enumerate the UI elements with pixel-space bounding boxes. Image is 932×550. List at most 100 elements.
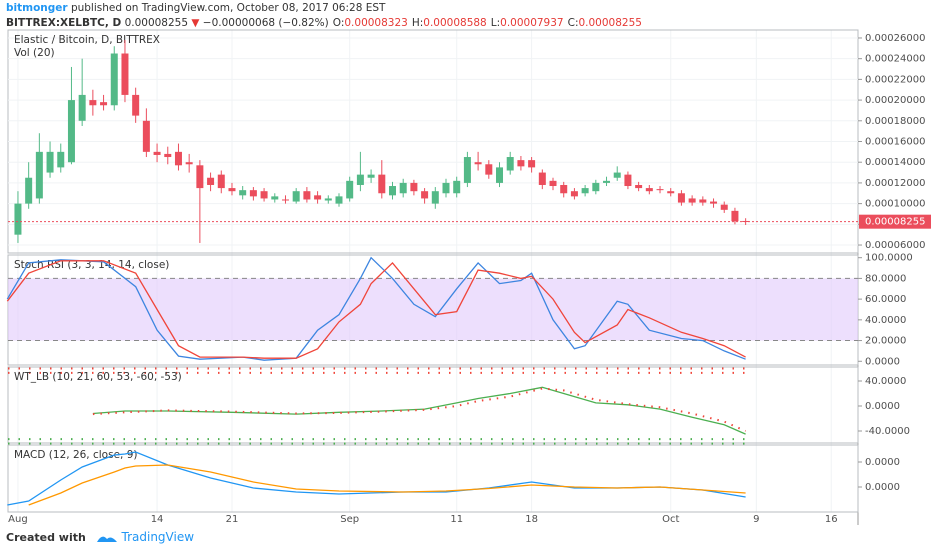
candle-body [185,162,193,165]
y-tick-label: 0.00012000 [865,178,925,189]
candle-body [538,172,546,185]
candle-body [14,203,22,235]
candle-body [453,180,461,194]
y-tick-label: 40.0000 [865,315,906,326]
candle-body [474,162,482,165]
y-tick-label: 0.00018000 [865,116,925,127]
y-tick-label: 0.00006000 [865,240,925,251]
y-tick-label: 60.0000 [865,294,906,305]
x-tick-label: 14 [151,514,164,525]
y-tick-label: 0.00016000 [865,137,925,148]
x-tick-label: 18 [525,514,538,525]
candle-body [239,190,247,196]
candle-body [356,174,364,185]
panel-subtitle: Vol (20) [14,47,55,59]
candle-body [410,182,418,192]
candle-body [132,94,140,116]
candle-body [496,167,504,183]
brand[interactable]: TradingView [121,530,195,544]
candle-body [581,188,589,194]
logo [96,536,117,542]
candle-body [335,196,343,204]
candle-body [35,151,43,199]
publish-line: bitmonger published on TradingView.com, … [6,2,385,14]
ohlc-value: 0.00008323 [344,17,408,29]
candle-body [271,196,279,200]
candle-body [249,190,257,197]
published: published on TradingView.com, October 08… [70,2,386,14]
candle-body [720,204,728,210]
panel-title: WT_LB (10, 21, 60, 53, -60, -53) [14,371,182,383]
ohlc-value: 0.00008255 [578,17,642,29]
created-with: Created with [6,531,86,544]
y-tick-label: 0.00026000 [865,33,925,44]
candle-body [346,180,354,199]
candle-body [78,94,86,121]
author[interactable]: bitmonger [6,2,68,14]
candle-body [570,191,578,197]
last-price-label: 0.00008255 [865,217,925,228]
y-tick-label: 0.0000 [865,356,900,367]
ohlc-key: L: [490,17,501,29]
candle-body [688,198,696,203]
candle-body [67,100,75,163]
y-tick-label: 0.00014000 [865,157,925,168]
candle-body [142,120,150,152]
candle-body [378,174,386,194]
candle-body [613,172,621,178]
band [8,278,858,341]
candle-body [174,151,182,166]
panel-title: Stoch RSI (3, 3, 14, 14, close) [14,259,169,271]
candle-body [89,100,97,106]
y-tick-label: 0.00024000 [865,54,925,65]
ohlc: O:0.00008323 H:0.00008588 L:0.00007937 C:0.… [329,17,642,29]
candle-body [677,193,685,203]
candle-body [463,157,471,183]
ohlc-key: O: [332,17,345,29]
x-tick-label: 11 [450,514,463,525]
candle-body [421,191,429,199]
panel-border [7,366,859,444]
x-tick-label: 21 [226,514,239,525]
y-tick-label: 80.0000 [865,273,906,284]
candle-body [442,182,450,194]
y-tick-label: 20.0000 [865,336,906,347]
change: −0.00000068 (−0.82%) [202,17,329,29]
indicator-line [92,386,746,435]
ohlc-key: H: [411,17,424,29]
symbol-line: BITTREX:XELBTC, D 0.00008255 ▼ −0.000000… [6,17,642,29]
candle-body [153,151,161,155]
candle-body [635,184,643,189]
x-tick-label: Aug [8,514,28,525]
symbol: BITTREX:XELBTC, D [6,17,122,29]
candle-body [699,199,707,203]
y-tick-label: -40.0000 [865,426,910,437]
indicator-line [28,464,746,506]
panel-border [7,444,859,513]
candle-body [603,180,611,183]
ohlc-value: 0.00007937 [500,17,564,29]
indicator-line [6,260,746,359]
candle-body [57,151,65,168]
candle-body [506,157,514,171]
candle-body [281,199,289,201]
y-tick-label: 0.00010000 [865,199,925,210]
y-tick-label: 0.0000 [865,401,900,412]
candle-body [399,182,407,194]
candle-body [592,182,600,192]
candle-body [196,165,204,189]
candle-body [324,198,332,201]
x-tick-label: Oct [662,514,679,525]
y-tick-label: 0.0000 [865,482,900,493]
indicator-line [92,387,747,432]
candle-body [121,53,129,95]
candle-body [710,201,718,204]
indicator-line [6,256,746,361]
candle-body [485,164,493,175]
candle-body [292,191,300,202]
candle-body [25,177,33,204]
candle-body [260,191,268,199]
candle-body [100,102,108,106]
candle-body [667,191,675,194]
